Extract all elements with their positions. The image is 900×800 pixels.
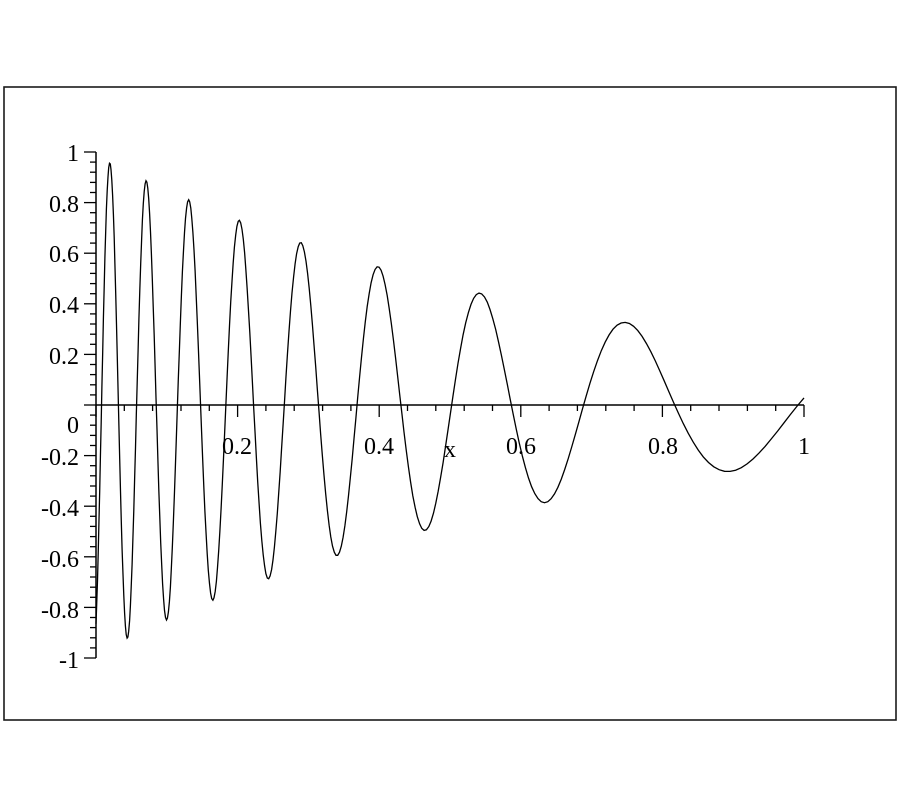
svg-text:0.6: 0.6 (49, 242, 79, 268)
svg-text:0.4: 0.4 (364, 434, 394, 460)
svg-text:0.8: 0.8 (49, 192, 79, 218)
svg-text:-0.4: -0.4 (41, 496, 79, 522)
svg-text:-0.8: -0.8 (41, 598, 79, 624)
svg-text:0: 0 (67, 413, 79, 439)
svg-text:1: 1 (67, 141, 79, 167)
svg-text:0.2: 0.2 (49, 344, 79, 370)
svg-text:0.4: 0.4 (49, 293, 79, 319)
svg-text:0.2: 0.2 (222, 434, 252, 460)
svg-text:-0.2: -0.2 (41, 445, 79, 471)
svg-text:-1: -1 (59, 648, 79, 674)
svg-text:0.6: 0.6 (506, 434, 536, 460)
svg-text:-0.6: -0.6 (41, 547, 79, 573)
svg-text:0.8: 0.8 (648, 434, 678, 460)
svg-text:x: x (444, 437, 456, 463)
svg-text:1: 1 (798, 434, 810, 460)
